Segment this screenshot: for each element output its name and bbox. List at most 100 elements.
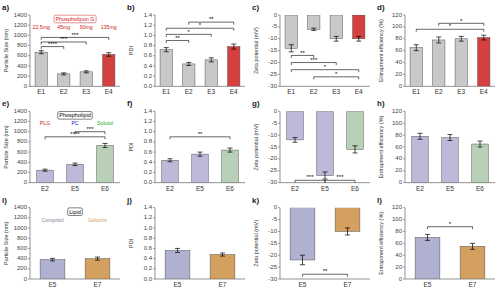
panel: b)PDI0.00.20.40.60.81.01.21.4E1E2E3E4***… — [127, 3, 245, 95]
y-tick-label: 1200 — [14, 118, 28, 124]
significance-bracket — [166, 28, 234, 31]
y-tick-label: 600 — [17, 149, 28, 155]
bar — [308, 15, 320, 29]
y-tick-label: 800 — [17, 235, 28, 241]
y-axis-line — [155, 15, 156, 86]
note-box — [58, 112, 93, 120]
error-bar — [323, 172, 328, 179]
panel-title: d) — [377, 3, 385, 12]
plot-area — [162, 137, 239, 183]
y-axis-label: PDI — [128, 238, 134, 248]
y-axis-label: Zeta potential (mV) — [253, 220, 259, 267]
y-tick-label: 80 — [395, 35, 402, 41]
note-label: 90mg — [80, 24, 93, 30]
significance-bracket — [41, 47, 64, 50]
y-tick-label: 1.4 — [144, 12, 153, 18]
bar — [103, 54, 115, 86]
error-bar — [175, 248, 180, 252]
y-tick-label: 1.2 — [144, 118, 153, 124]
significance-bracket — [314, 77, 359, 80]
note-box — [68, 208, 83, 216]
significance-label: * — [460, 18, 463, 24]
x-tick-label: E3 — [82, 88, 90, 95]
y-tick-label: 0 — [24, 179, 28, 185]
panel-title: l) — [377, 196, 382, 205]
x-tick-label: E7 — [469, 281, 477, 288]
error-bar — [289, 45, 294, 52]
bar — [210, 255, 235, 279]
y-tick-label: 0.4 — [144, 159, 153, 165]
y-tick-label: 0 — [24, 276, 28, 282]
bar — [460, 246, 485, 279]
y-tick-label: 80 — [395, 228, 402, 234]
y-tick-label: 0 — [399, 179, 403, 185]
y-tick-label: 1.0 — [144, 128, 153, 134]
note-label: Gelucire — [88, 217, 107, 223]
y-axis-line — [30, 15, 31, 86]
significance-bracket — [45, 137, 105, 140]
panel: i)Particle Size (nm)02004006008001000120… — [2, 196, 120, 288]
bar — [285, 15, 297, 48]
bar — [80, 72, 92, 87]
x-tick-label: E1 — [37, 88, 45, 95]
significance-bracket — [416, 29, 484, 32]
panel-title: e) — [2, 99, 9, 108]
significance-label: *** — [310, 57, 318, 63]
panel: k)Zeta potential (mV)-30-25-20-15-10-50E… — [252, 196, 370, 288]
y-tick-label: 80 — [395, 132, 402, 138]
x-tick-label: E2 — [60, 88, 68, 95]
bar — [222, 150, 239, 183]
panel-title: b) — [127, 3, 135, 12]
y-tick-label: 0.4 — [144, 255, 153, 261]
y-axis-label: Zeta potential (mV) — [253, 123, 259, 170]
y-tick-label: 0 — [24, 83, 28, 89]
y-tick-label: 40 — [395, 59, 402, 65]
y-tick-label: 20 — [395, 71, 402, 77]
bar — [67, 164, 84, 182]
y-tick-label: -15 — [268, 47, 277, 53]
bar — [455, 39, 467, 87]
y-tick-label: 0.6 — [144, 52, 153, 58]
significance-bracket — [428, 227, 473, 230]
error-bar — [345, 228, 350, 235]
note: Phospholipon G — [54, 15, 96, 23]
x-tick-label: E6 — [226, 185, 234, 192]
x-tick-label: E5 — [446, 185, 454, 192]
x-tick-label: E5 — [321, 185, 329, 192]
y-tick-label: 400 — [17, 63, 28, 69]
y-tick-label: 400 — [17, 255, 28, 261]
x-tick-label: E5 — [299, 281, 307, 288]
bar — [192, 154, 209, 183]
error-bar — [470, 243, 475, 249]
panel: d)Entrapment efficiency (%)0204060801001… — [377, 3, 495, 95]
plot-area — [287, 111, 364, 182]
y-tick-label: 1.0 — [144, 32, 153, 38]
plot-area — [35, 37, 115, 86]
y-tick-label: 0.2 — [144, 265, 153, 271]
significance-label: **** — [48, 41, 58, 47]
x-tick-label: E7 — [94, 281, 102, 288]
y-tick-label: 800 — [17, 42, 28, 48]
x-tick-label: E2 — [41, 185, 49, 192]
x-tick-label: E1 — [287, 88, 295, 95]
x-tick-label: E2 — [291, 185, 299, 192]
y-tick-label: 0.6 — [144, 245, 153, 251]
error-bar — [220, 253, 225, 256]
bar — [412, 136, 429, 182]
significance-label: * — [449, 221, 452, 227]
panel-title: k) — [252, 196, 259, 205]
bar — [165, 250, 190, 279]
error-bar — [95, 257, 100, 260]
panel-title: a) — [2, 3, 9, 12]
plot-area — [410, 23, 490, 86]
bar — [58, 74, 70, 86]
error-bar — [293, 137, 298, 142]
note-label: 135mg — [101, 24, 117, 30]
y-tick-label: 1400 — [14, 108, 28, 114]
x-tick-label: E2 — [166, 185, 174, 192]
bar — [40, 260, 65, 279]
note-label: 22.5mg — [33, 24, 50, 30]
x-tick-label: E4 — [480, 88, 488, 95]
y-axis-line — [155, 208, 156, 279]
y-tick-label: 0 — [274, 12, 278, 18]
